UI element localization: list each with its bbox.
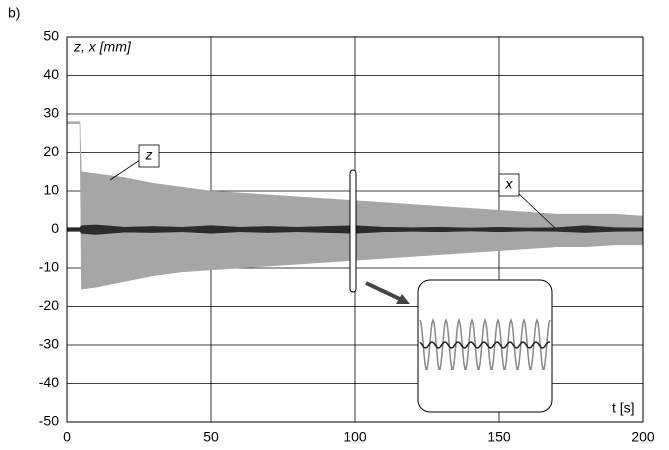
annotation-box — [138, 144, 160, 168]
y-tick-label: -10 — [39, 259, 59, 275]
y-tick-label: -30 — [39, 336, 59, 352]
y-tick-label: 10 — [43, 182, 59, 198]
panel-label: b) — [8, 5, 20, 21]
x-tick-label: 0 — [63, 429, 71, 445]
annotation-leader — [109, 159, 141, 181]
y-tick-label: 30 — [43, 105, 59, 121]
plot-frame — [66, 36, 644, 423]
annotation-leader — [517, 192, 556, 229]
annotation-box — [498, 173, 520, 197]
zoom-marker — [349, 169, 357, 293]
x-axis-label: t [s] — [612, 400, 635, 416]
annotation: z — [145, 147, 153, 163]
y-tick-label: -40 — [39, 374, 59, 390]
annotation: x — [505, 176, 514, 192]
y-tick-label: -20 — [39, 297, 59, 313]
x-tick-label: 100 — [343, 429, 367, 445]
y-tick-label: 40 — [43, 66, 59, 82]
y-tick-label: 20 — [43, 143, 59, 159]
x-tick-label: 50 — [203, 429, 219, 445]
x-tick-label: 150 — [487, 429, 511, 445]
zoom-arrowhead — [396, 294, 410, 304]
y-tick-label: 50 — [43, 28, 59, 44]
inset — [417, 279, 553, 413]
inset-z-wave — [419, 317, 551, 371]
y-axis-label: z, x [mm] — [73, 39, 132, 55]
inset-x-wave — [419, 341, 551, 349]
x-tick-label: 200 — [631, 429, 655, 445]
y-tick-label: -50 — [39, 413, 59, 429]
y-tick-label: 0 — [51, 220, 59, 236]
zoom-arrow — [365, 281, 403, 302]
